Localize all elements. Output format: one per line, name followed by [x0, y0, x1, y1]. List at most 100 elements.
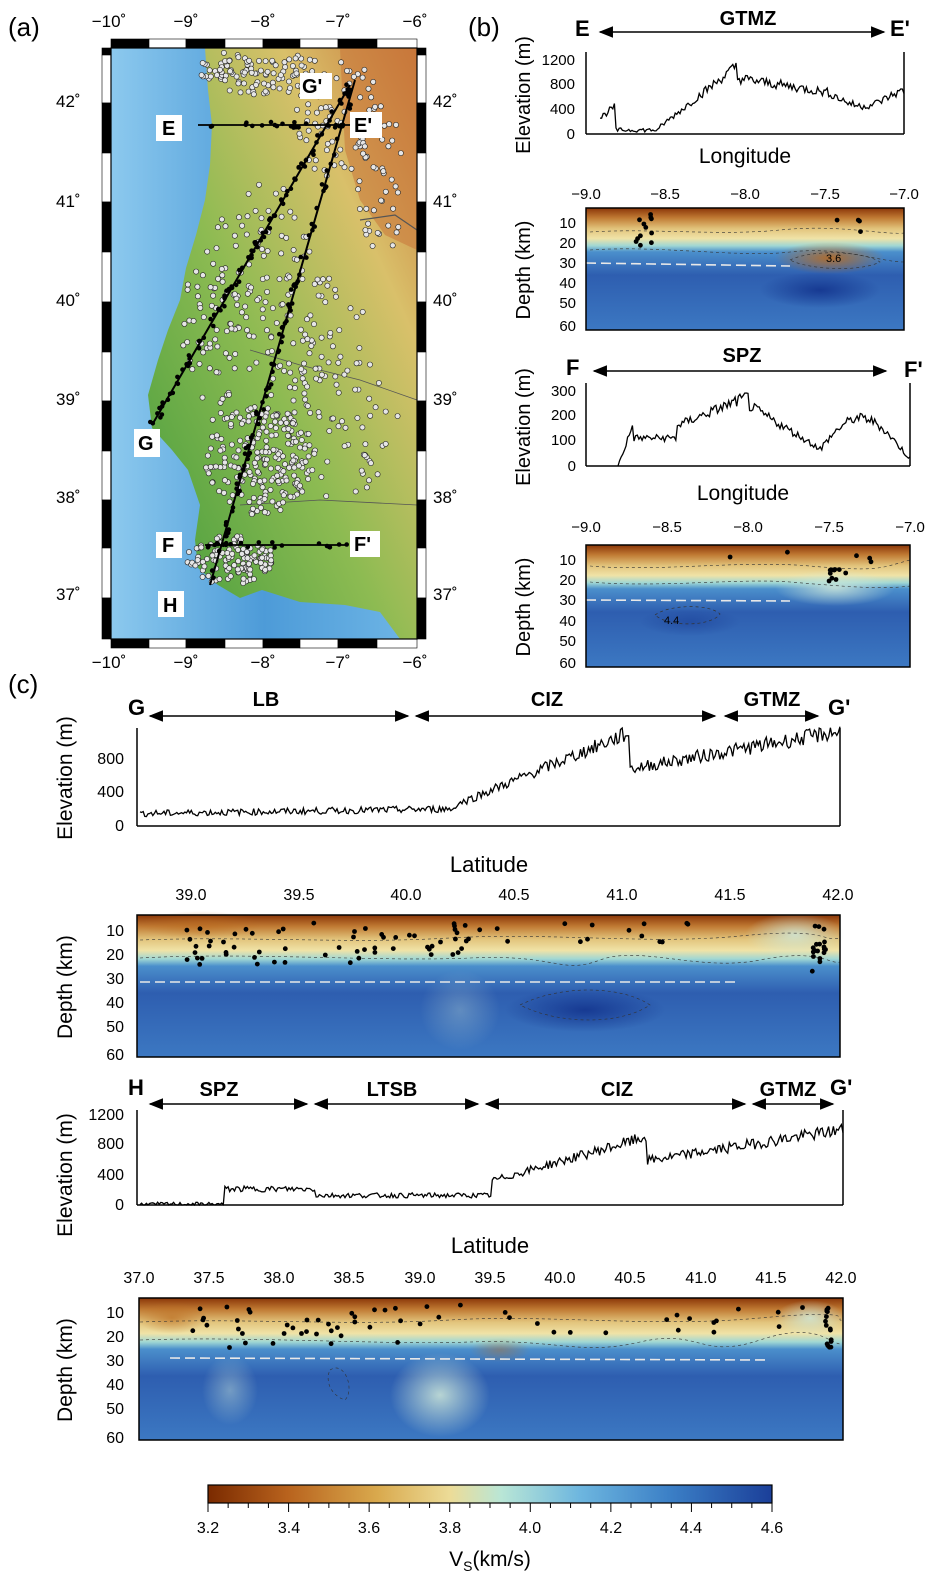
- station-marker: [197, 304, 204, 311]
- hypocenter-marker: [395, 1340, 400, 1345]
- station-marker: [277, 362, 283, 369]
- earthquake-marker: [277, 331, 282, 337]
- station-marker: [201, 563, 208, 570]
- station-marker: [244, 213, 251, 220]
- gg-depth-tick-2: 30: [106, 971, 124, 988]
- station-marker: [291, 472, 297, 479]
- station-marker: [298, 62, 305, 69]
- cbar-tick-1: 3.4: [278, 1520, 300, 1537]
- station-marker: [204, 452, 211, 459]
- station-marker: [291, 214, 298, 221]
- hypocenter-marker: [800, 1305, 805, 1310]
- station-marker: [264, 288, 270, 295]
- map-lat-right-1: 41˚: [433, 192, 458, 211]
- station-marker: [309, 467, 316, 473]
- hypocenter-marker: [326, 1321, 331, 1327]
- station-marker: [244, 549, 250, 555]
- hypocenter-marker: [284, 1322, 290, 1328]
- station-marker: [293, 256, 300, 263]
- hg-lat-tick-3: 38.5: [333, 1270, 364, 1287]
- hypocenter-marker: [867, 555, 873, 561]
- station-marker: [238, 420, 245, 427]
- gg-elev-tick-1: 400: [97, 784, 124, 801]
- hypocenter-marker: [314, 1331, 319, 1337]
- station-marker: [280, 492, 287, 499]
- gg-depth-tick-0: 10: [106, 923, 124, 940]
- station-marker: [388, 176, 395, 183]
- hypocenter-marker: [687, 1316, 692, 1321]
- map-lat-left-1: 41˚: [56, 192, 81, 211]
- ee-depth-tick-3: 40: [559, 275, 576, 292]
- hypocenter-marker: [567, 1330, 573, 1335]
- station-marker: [385, 143, 392, 150]
- hypocenter-marker: [814, 941, 819, 947]
- hypocenter-marker: [412, 933, 417, 939]
- station-marker: [213, 245, 220, 251]
- station-marker: [289, 63, 296, 69]
- station-marker: [306, 56, 313, 63]
- station-marker: [318, 105, 324, 112]
- earthquake-marker: [267, 226, 273, 231]
- station-marker: [306, 442, 313, 449]
- earthquake-marker: [224, 288, 229, 294]
- station-marker: [280, 185, 287, 192]
- hypocenter-marker: [821, 926, 827, 932]
- station-marker: [374, 471, 381, 478]
- station-marker: [237, 89, 244, 96]
- hypocenter-marker: [458, 1302, 463, 1308]
- hypocenter-marker: [249, 930, 255, 936]
- earthquake-marker: [291, 125, 296, 130]
- station-marker: [285, 432, 291, 439]
- hg-zone-spz: SPZ: [200, 1079, 239, 1101]
- hypocenter-marker: [817, 959, 823, 965]
- station-marker: [241, 80, 247, 87]
- station-marker: [218, 216, 225, 223]
- station-marker: [265, 207, 272, 214]
- hypocenter-marker: [821, 950, 827, 956]
- station-marker: [305, 430, 312, 437]
- hypocenter-marker: [201, 1315, 207, 1321]
- hypocenter-marker: [858, 229, 863, 235]
- hypocenter-marker: [232, 931, 238, 937]
- hypocenter-marker: [836, 567, 842, 572]
- station-marker: [352, 488, 359, 495]
- hypocenter-marker: [578, 939, 583, 945]
- station-marker: [196, 360, 203, 367]
- station-marker: [381, 122, 388, 129]
- station-marker: [248, 284, 254, 291]
- hypocenter-marker: [507, 1315, 512, 1320]
- station-marker: [318, 371, 325, 378]
- station-marker: [336, 327, 343, 333]
- hypocenter-marker: [452, 927, 458, 932]
- hypocenter-marker: [438, 939, 443, 945]
- station-marker: [281, 367, 287, 374]
- hypocenter-marker: [336, 945, 342, 950]
- hypocenter-marker: [363, 926, 368, 931]
- ff-zone-label: SPZ: [723, 345, 762, 367]
- station-marker: [263, 444, 270, 451]
- hypocenter-marker: [351, 934, 356, 940]
- station-marker: [259, 484, 266, 491]
- hypocenter-marker: [187, 936, 193, 942]
- station-marker: [269, 305, 276, 311]
- gg-lat-tick-4: 41.0: [606, 887, 637, 904]
- hypocenter-marker: [349, 1310, 355, 1316]
- station-marker: [268, 557, 274, 564]
- hg-depth-tick-5: 60: [106, 1430, 124, 1447]
- station-marker: [267, 423, 274, 429]
- panel-label-b: (b): [468, 12, 500, 42]
- station-marker: [270, 70, 277, 77]
- gg-depth-tick-5: 60: [106, 1047, 124, 1064]
- station-marker: [218, 436, 225, 442]
- station-marker: [289, 420, 296, 427]
- station-marker: [219, 395, 226, 402]
- station-marker: [393, 229, 400, 236]
- hypocenter-marker: [223, 952, 229, 957]
- ff-lon-tick-0: −9.0: [571, 519, 601, 536]
- station-marker: [217, 447, 224, 454]
- station-marker: [237, 414, 243, 421]
- station-marker: [272, 418, 278, 425]
- hypocenter-marker: [199, 956, 205, 961]
- station-marker: [226, 87, 233, 94]
- hypocenter-marker: [407, 932, 412, 938]
